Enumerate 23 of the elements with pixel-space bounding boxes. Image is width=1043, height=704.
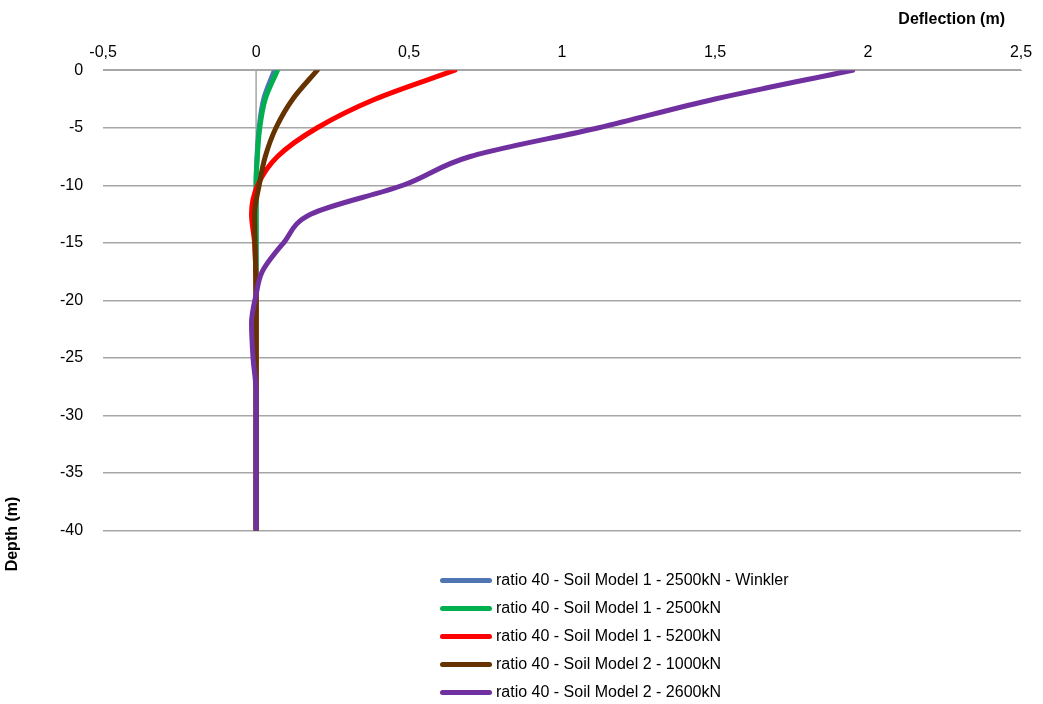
x-tick-label: 1,5 [703,43,727,61]
legend-label: ratio 40 - Soil Model 2 - 1000kN [496,655,721,673]
y-tick-label: -25 [60,348,84,366]
y-tick-label: -15 [60,233,84,251]
legend-label: ratio 40 - Soil Model 1 - 5200kN [496,627,721,645]
y-tick-label: -35 [60,463,84,481]
y-tick-label: -30 [60,405,84,423]
y-axis-title: Depth (m) [3,496,22,572]
x-tick-label: 2,5 [1009,43,1033,61]
y-tick-label: -5 [68,118,84,136]
y-tick-label: 0 [74,60,84,78]
x-axis-title: Deflection (m) [898,10,1005,28]
y-tick-label: -20 [60,290,84,308]
x-tick-label: 0 [251,43,261,61]
legend-label: ratio 40 - Soil Model 2 - 2600kN [496,683,721,701]
y-tick-label: -40 [60,520,84,538]
x-tick-label: 0,5 [397,43,421,61]
x-tick-label: 2 [863,43,873,61]
x-tick-label: 1 [557,43,567,61]
y-tick-label: -10 [60,175,84,193]
legend-label: ratio 40 - Soil Model 1 - 2500kN - Winkler [496,571,789,589]
x-tick-label: -0,5 [89,43,118,61]
legend-label: ratio 40 - Soil Model 1 - 2500kN [496,599,721,617]
